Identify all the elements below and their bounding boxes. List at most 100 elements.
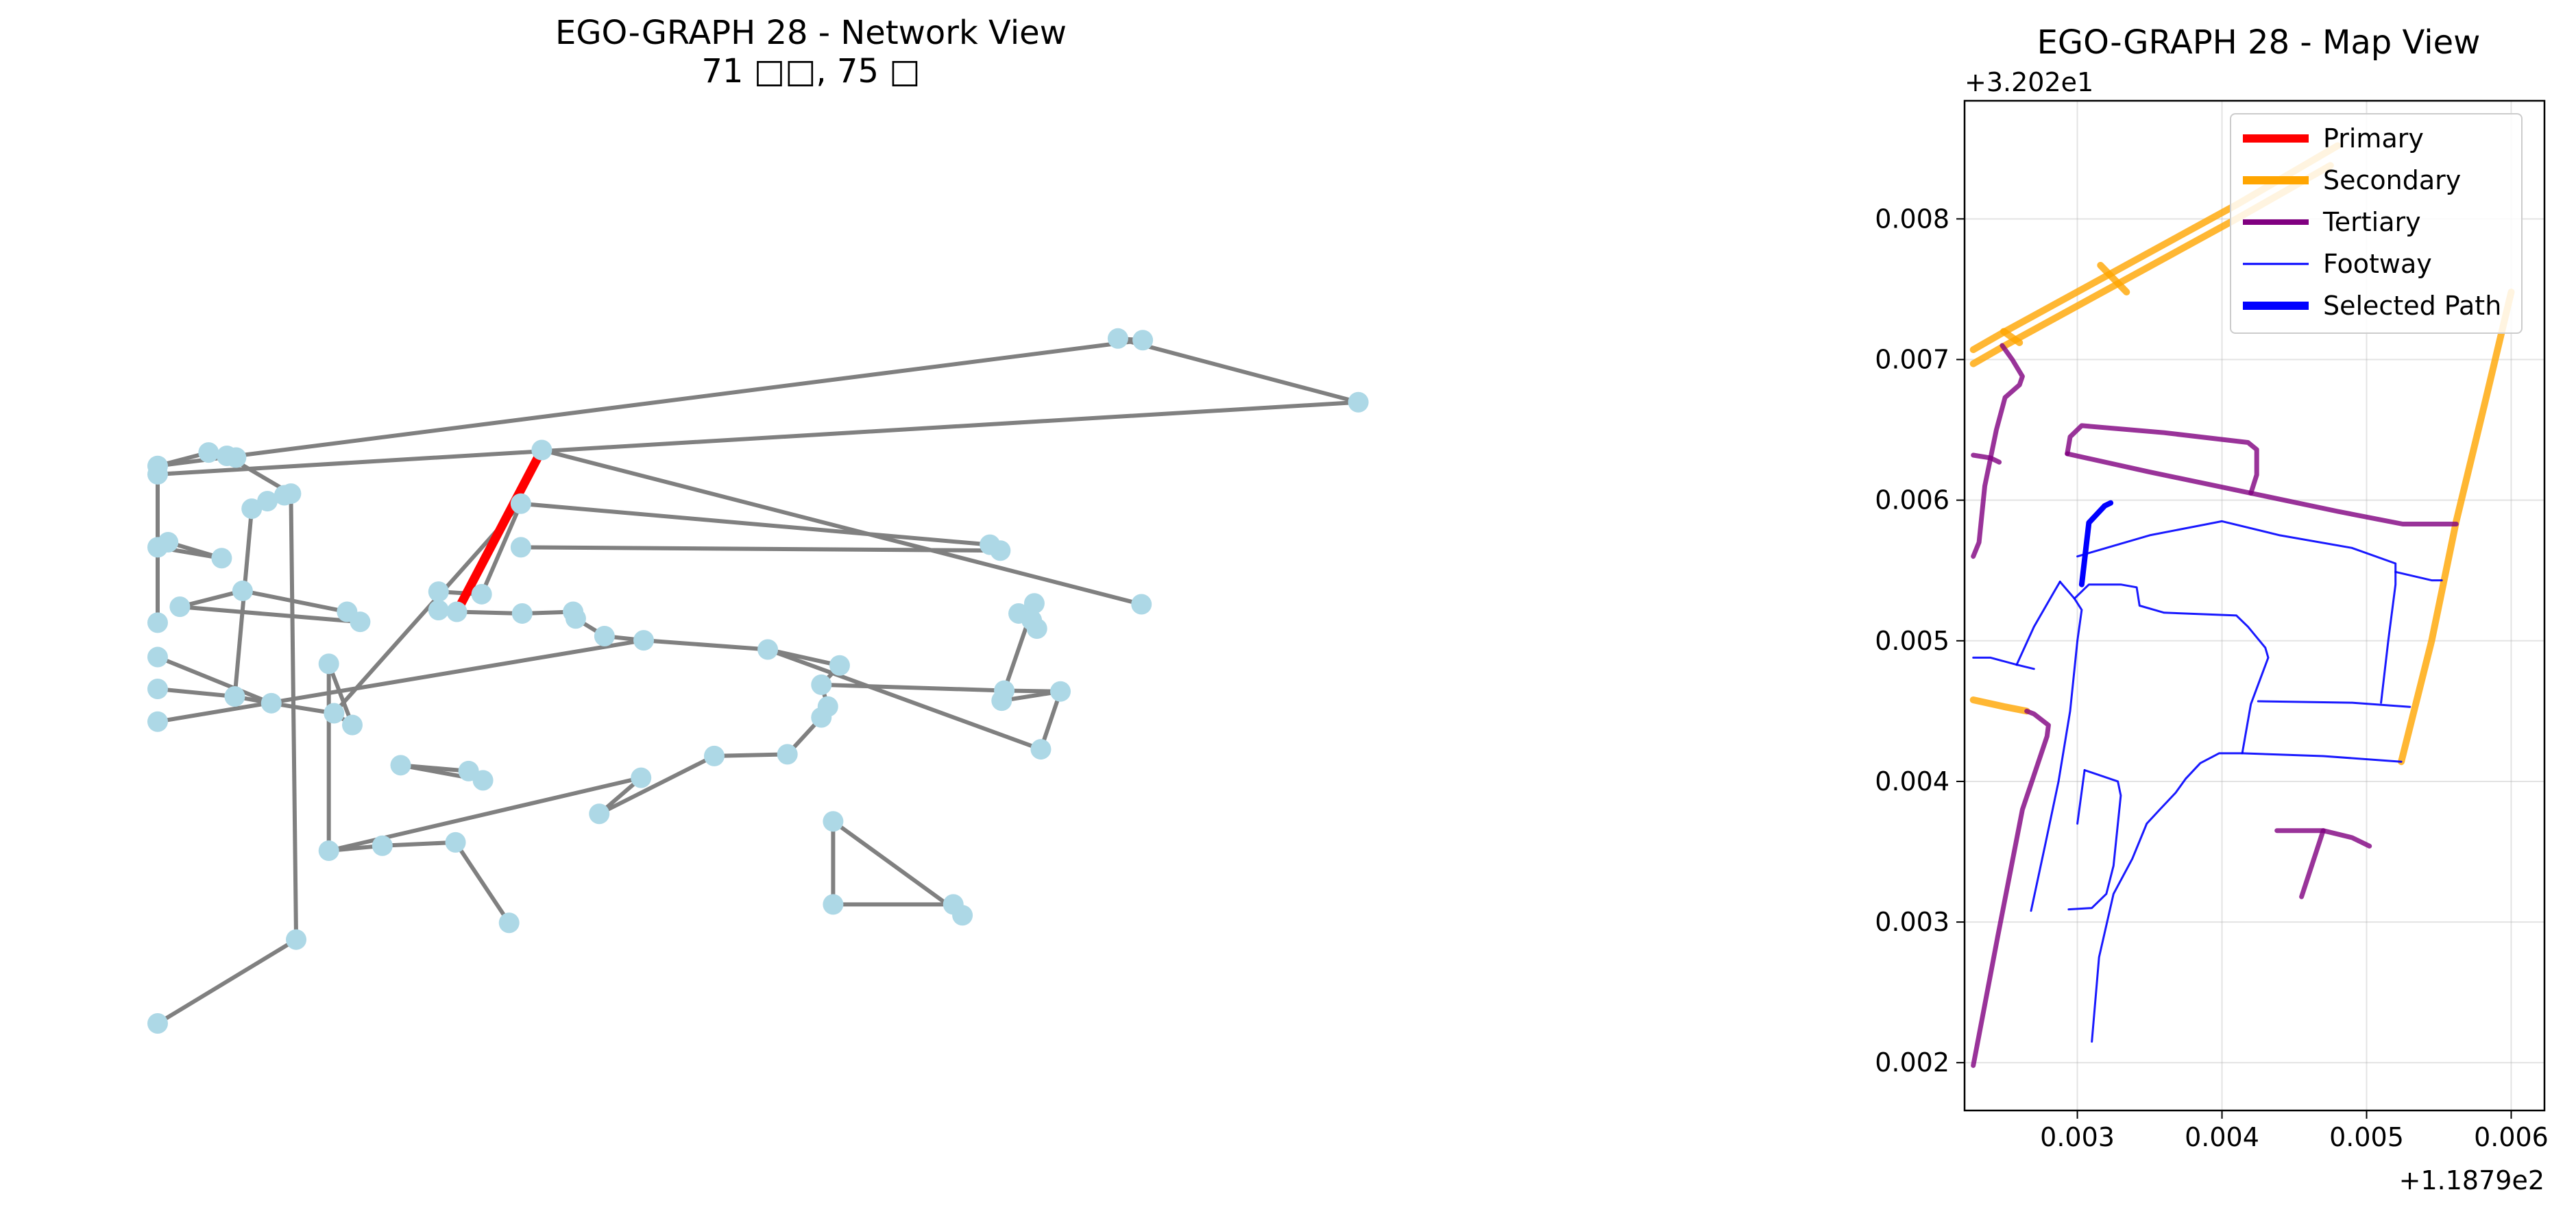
network-node [446, 601, 467, 622]
network-node [169, 596, 191, 618]
network-node [147, 679, 168, 700]
network-node [823, 811, 844, 832]
network-highlight-edges [452, 448, 546, 614]
map-y-tick-label: 0.006 [1875, 485, 1949, 515]
tertiary-line [2065, 451, 2459, 526]
network-edge [232, 507, 254, 699]
legend-label-footway: Footway [2323, 249, 2432, 279]
network-node [260, 692, 282, 714]
network-node [757, 639, 779, 660]
network-node [226, 447, 247, 468]
network-edge [712, 752, 790, 758]
map-title: EGO-GRAPH 28 - Map View [2037, 23, 2481, 62]
secondary-line [2398, 289, 2515, 766]
network-node [952, 905, 973, 926]
network-node [445, 831, 466, 853]
network-edge [819, 682, 1007, 693]
footway-line [2015, 664, 2035, 670]
network-node [147, 646, 168, 668]
map-y-tick-label: 0.008 [1875, 204, 1949, 234]
map-y-ticks: 0.002 0.003 0.004 0.005 0.006 0.007 0.008 [1875, 204, 1965, 1078]
network-node [1030, 739, 1052, 760]
network-node [563, 601, 584, 622]
network-edge [289, 491, 299, 942]
network-node [286, 929, 307, 950]
network-edges [156, 336, 1361, 1025]
network-node [990, 540, 1011, 561]
network-edge [326, 661, 354, 727]
secondary-line [2000, 328, 2024, 346]
network-edge [518, 545, 1003, 553]
footway-line [1972, 656, 2018, 666]
network-node [594, 625, 615, 646]
map-x-tick-label: 0.005 [2329, 1122, 2404, 1152]
network-edge [178, 588, 245, 609]
network-node [147, 455, 168, 476]
legend-label-selected-path: Selected Path [2323, 291, 2501, 321]
network-node [257, 491, 278, 512]
network-edge [240, 588, 350, 614]
network-node [511, 603, 533, 624]
network-node [631, 767, 652, 788]
network-edge [178, 605, 363, 624]
tertiary-line [2065, 423, 2259, 496]
network-node [158, 531, 179, 553]
network-title-line1: EGO-GRAPH 28 - Network View [555, 14, 1067, 52]
network-edge [539, 448, 1144, 607]
tertiary-line [2299, 828, 2326, 899]
footway-line [2241, 752, 2403, 763]
footway-line [2076, 520, 2397, 704]
network-node [1050, 681, 1071, 702]
tertiary-line [1971, 708, 2051, 1068]
network-node [198, 442, 219, 463]
network-node [498, 912, 520, 934]
network-node [472, 770, 494, 791]
network-edge [156, 687, 237, 699]
network-edge [156, 338, 1145, 468]
legend-label-secondary: Secondary [2323, 165, 2461, 195]
map-axes-frame [1963, 99, 2546, 1112]
network-node [147, 612, 168, 633]
network-node [531, 439, 552, 461]
secondary-line [1969, 696, 2030, 715]
network-edge [269, 701, 337, 716]
network-node [1021, 609, 1043, 631]
network-node [823, 894, 844, 915]
highlighted-edge [452, 448, 546, 614]
network-node [318, 653, 339, 675]
network-node [471, 583, 492, 605]
network-title-line2: 71 □□, 75 □ [701, 52, 920, 90]
map-x-tick-label: 0.003 [2040, 1122, 2115, 1152]
footway-line [2067, 769, 2122, 911]
network-node [777, 744, 798, 765]
network-node [1132, 330, 1154, 351]
network-node [633, 630, 655, 651]
network-nodes [147, 328, 1369, 1034]
network-node [350, 611, 371, 633]
map-y-tick-label: 0.002 [1875, 1047, 1949, 1078]
map-x-ticks: 0.003 0.004 0.005 0.006 [2040, 1110, 2549, 1152]
network-node [1107, 328, 1128, 349]
map-x-tick-label: 0.006 [2474, 1122, 2549, 1152]
footway-line [2073, 583, 2270, 1043]
network-node [241, 498, 263, 520]
map-legend: Primary Secondary Tertiary Footway Selected … [2230, 113, 2523, 334]
network-panel: EGO-GRAPH 28 - Network View 71 □□, 75 □ [147, 14, 1369, 1034]
network-node [829, 655, 850, 676]
network-node [280, 483, 302, 505]
network-edge [453, 840, 511, 925]
network-node [147, 711, 168, 732]
network-node [811, 674, 832, 695]
footway-line [2030, 581, 2083, 912]
network-edge [831, 819, 965, 918]
selected-path-line [2078, 500, 2114, 587]
network-edge [156, 937, 299, 1025]
network-edge [766, 647, 1043, 752]
network-node [994, 680, 1015, 701]
map-y-tick-label: 0.004 [1875, 766, 1949, 797]
network-node [589, 803, 610, 825]
footway-line [2394, 570, 2443, 582]
network-node [428, 581, 449, 603]
network-edge [1115, 336, 1361, 404]
